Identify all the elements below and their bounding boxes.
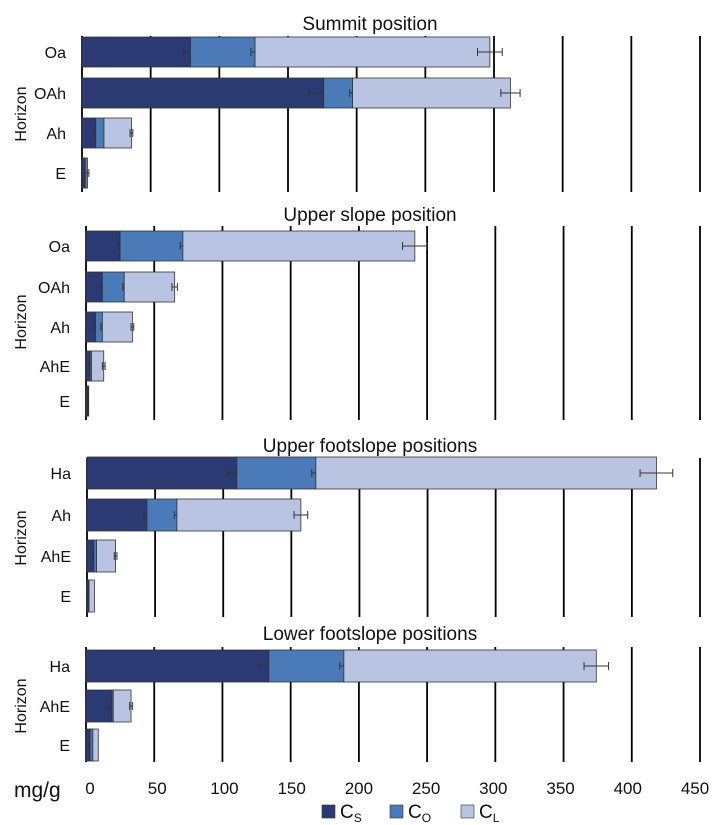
bar-segment bbox=[182, 230, 416, 262]
legend-label-main: C bbox=[408, 802, 422, 823]
panel-title: Upper footslope positions bbox=[263, 436, 477, 457]
bar-segment bbox=[81, 77, 325, 109]
bar-segment bbox=[86, 498, 148, 532]
y-axis-label: Horizon bbox=[13, 678, 30, 733]
panel-1: Summit position Horizon Oa OAh Ah E bbox=[13, 14, 701, 192]
category-label: Ha bbox=[50, 659, 71, 676]
category-label: E bbox=[59, 738, 70, 755]
legend-label-sub: S bbox=[354, 811, 362, 825]
category-label: AhE bbox=[41, 549, 71, 566]
x-tick-label: 450 bbox=[681, 779, 709, 798]
x-unit-label: mg/g bbox=[14, 779, 61, 802]
category-label: Ah bbox=[51, 508, 71, 525]
category-label: OAh bbox=[38, 280, 70, 297]
category-label: Ah bbox=[46, 126, 66, 143]
bar-segment bbox=[85, 230, 121, 262]
bar-segment bbox=[343, 649, 597, 683]
category-label: OAh bbox=[34, 86, 66, 103]
panel-3: Upper footslope positions Horizon Ha Ah AhE E bbox=[13, 436, 701, 617]
panel-title: Lower footslope positions bbox=[263, 624, 477, 645]
bar-segment bbox=[95, 117, 105, 149]
bar-segment bbox=[315, 456, 657, 490]
panel-2: Upper slope position Horizon Oa OAh Ah AhE E bbox=[13, 205, 701, 420]
bar-segment bbox=[88, 579, 95, 613]
category-label: E bbox=[55, 166, 66, 183]
bar-segment bbox=[190, 36, 256, 68]
legend-item: CL bbox=[460, 802, 500, 825]
legend-label: CL bbox=[479, 802, 500, 825]
bar-segment bbox=[146, 498, 178, 532]
x-tick-label: 350 bbox=[546, 779, 574, 798]
x-tick-label: 400 bbox=[614, 779, 642, 798]
category-label: Oa bbox=[49, 239, 70, 256]
category-label: Ha bbox=[51, 466, 72, 483]
bar-segment bbox=[323, 77, 353, 109]
bar-segment bbox=[87, 385, 90, 417]
legend-label: CS bbox=[340, 802, 362, 825]
bar-segment bbox=[119, 230, 184, 262]
legend-label-main: C bbox=[340, 802, 354, 823]
panel-title: Upper slope position bbox=[283, 205, 456, 226]
x-tick-label: 250 bbox=[412, 779, 440, 798]
panel-4: Lower footslope positions Horizon Ha AhE E bbox=[13, 624, 701, 762]
bar-segment bbox=[85, 271, 103, 303]
category-label: Ah bbox=[50, 320, 70, 337]
category-label: AhE bbox=[40, 359, 70, 376]
legend-swatch bbox=[389, 804, 404, 819]
bar-segment bbox=[93, 539, 97, 573]
bar-segment bbox=[89, 728, 94, 762]
bar-segment bbox=[176, 498, 302, 532]
bar-segment bbox=[85, 649, 270, 683]
bar-segment bbox=[81, 36, 191, 68]
bar-segment bbox=[103, 117, 132, 149]
bar-segment bbox=[352, 77, 511, 109]
x-tick-label: 200 bbox=[345, 779, 373, 798]
bar-segment bbox=[123, 271, 176, 303]
panel-title: Summit position bbox=[302, 14, 437, 35]
legend-label-sub: O bbox=[422, 811, 431, 825]
bar-segment bbox=[96, 539, 117, 573]
bar-segment bbox=[92, 728, 99, 762]
bar-segment bbox=[85, 689, 113, 723]
x-tick-label: 0 bbox=[85, 779, 94, 798]
category-label: AhE bbox=[40, 699, 70, 716]
category-label: E bbox=[60, 589, 71, 606]
y-axis-label: Horizon bbox=[13, 294, 30, 349]
bar-segment bbox=[101, 311, 133, 343]
x-tick-label: 50 bbox=[148, 779, 167, 798]
x-tick-label: 150 bbox=[277, 779, 305, 798]
category-label: Oa bbox=[45, 45, 66, 62]
bar-segment bbox=[254, 36, 491, 68]
legend-item: CO bbox=[389, 802, 431, 825]
x-tick-label: 300 bbox=[479, 779, 507, 798]
bar-segment bbox=[81, 157, 86, 189]
bar-segment bbox=[268, 649, 345, 683]
y-axis-label: Horizon bbox=[13, 86, 30, 141]
legend-swatch bbox=[460, 804, 475, 819]
y-axis-label: Horizon bbox=[13, 510, 30, 565]
bar-segment bbox=[236, 456, 317, 490]
legend-swatch bbox=[321, 804, 336, 819]
x-tick-label: 100 bbox=[210, 779, 238, 798]
bar-segment bbox=[86, 456, 238, 490]
legend-label-main: C bbox=[479, 802, 493, 823]
legend-item: CS bbox=[321, 802, 362, 825]
legend-label-sub: L bbox=[493, 811, 500, 825]
bar-segment bbox=[101, 271, 125, 303]
bar-segment bbox=[112, 689, 132, 723]
legend-label: CO bbox=[408, 802, 431, 825]
category-label: E bbox=[59, 394, 70, 411]
